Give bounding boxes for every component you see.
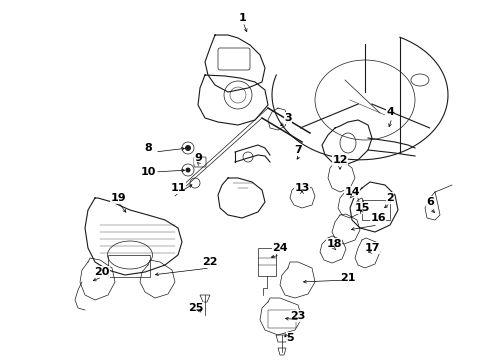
Bar: [362, 200, 390, 220]
Text: 8: 8: [144, 143, 152, 153]
Text: 22: 22: [202, 257, 218, 267]
Text: 14: 14: [344, 187, 360, 197]
Text: 4: 4: [386, 107, 394, 117]
Text: 13: 13: [294, 183, 310, 193]
Text: 5: 5: [286, 333, 294, 343]
Text: 12: 12: [332, 155, 348, 165]
Text: 23: 23: [290, 311, 306, 321]
Bar: [258, 248, 276, 276]
Text: 11: 11: [170, 183, 186, 193]
Text: 18: 18: [326, 239, 342, 249]
Text: 6: 6: [426, 197, 434, 207]
Text: 9: 9: [194, 153, 202, 163]
Bar: [268, 310, 296, 328]
Text: 24: 24: [272, 243, 288, 253]
Text: 17: 17: [364, 243, 380, 253]
Text: 10: 10: [140, 167, 156, 177]
Circle shape: [185, 145, 191, 151]
Text: 1: 1: [239, 13, 247, 23]
Text: 16: 16: [370, 213, 386, 223]
Text: 2: 2: [386, 193, 394, 203]
Circle shape: [186, 167, 191, 172]
Text: 19: 19: [110, 193, 126, 203]
Bar: [108, 255, 150, 277]
Text: 20: 20: [94, 267, 110, 277]
Text: 3: 3: [284, 113, 292, 123]
Text: 15: 15: [354, 203, 369, 213]
Text: 7: 7: [294, 145, 302, 155]
Text: 25: 25: [188, 303, 204, 313]
Text: 21: 21: [340, 273, 356, 283]
